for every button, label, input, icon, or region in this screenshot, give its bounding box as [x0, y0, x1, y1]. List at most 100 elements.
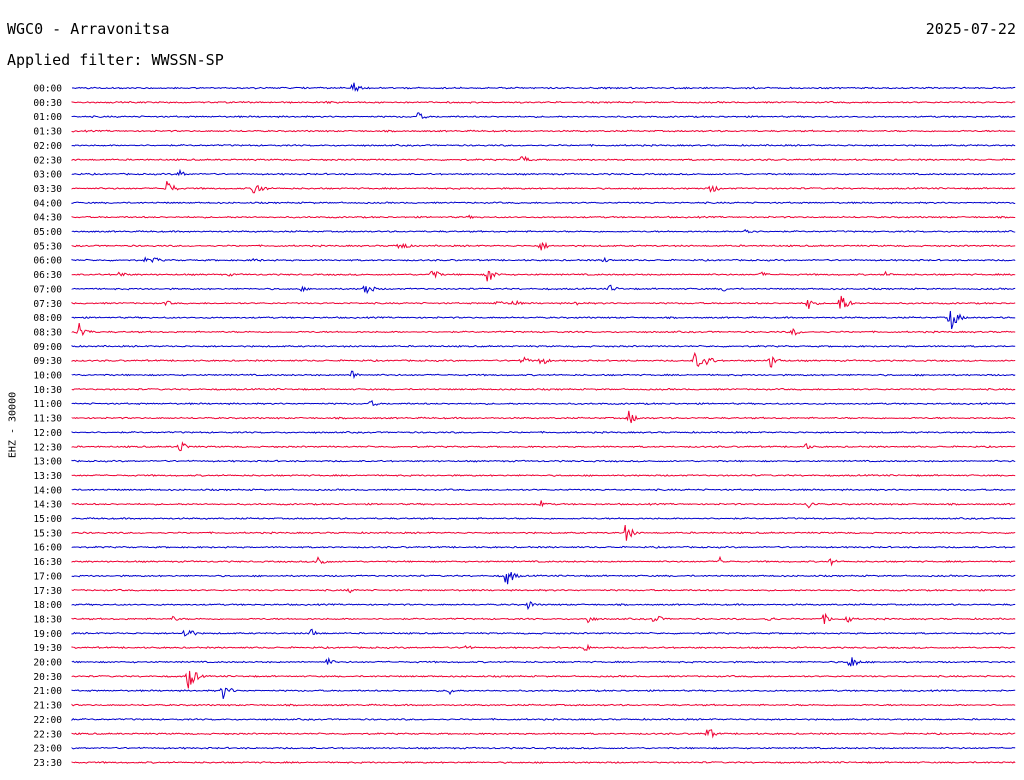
row-time-label: 23:00: [33, 744, 62, 755]
row-time-label: 07:00: [33, 284, 62, 295]
seismic-trace-0000: [71, 82, 1016, 93]
seismic-trace-1000: [71, 370, 1016, 380]
row-time-label: 23:30: [33, 758, 62, 769]
seismic-trace-2000: [71, 656, 1016, 667]
row-time-label: 12:30: [33, 442, 62, 453]
seismic-trace-1500: [71, 516, 1016, 520]
seismic-trace-0230: [71, 155, 1016, 162]
row-time-label: 05:00: [33, 227, 62, 238]
row-time-label: 16:30: [33, 557, 62, 568]
seismic-trace-0830: [71, 323, 1016, 337]
filter-label: Applied filter: WWSSN-SP: [7, 51, 224, 69]
plot-date: 2025-07-22: [925, 20, 1016, 38]
seismic-trace-0630: [71, 270, 1016, 282]
row-time-label: 06:00: [33, 256, 62, 267]
seismic-trace-1800: [71, 601, 1016, 611]
seismic-trace-1730: [71, 588, 1016, 594]
seismic-trace-1230: [71, 441, 1016, 452]
seismic-trace-0600: [71, 256, 1016, 264]
seismic-trace-0200: [71, 143, 1016, 148]
seismic-trace-2100: [71, 687, 1016, 699]
seismic-trace-2030: [71, 670, 1016, 689]
row-time-label: 20:00: [33, 658, 62, 669]
row-time-label: 02:00: [33, 141, 62, 152]
row-time-label: 13:00: [33, 457, 62, 468]
row-time-label: 15:00: [33, 514, 62, 525]
row-time-label: 20:30: [33, 672, 62, 683]
seismic-trace-1530: [71, 524, 1016, 541]
row-time-label: 00:00: [33, 84, 62, 95]
row-time-label: 14:00: [33, 485, 62, 496]
seismic-trace-0130: [71, 129, 1016, 133]
row-time-label: 09:00: [33, 342, 62, 353]
seismic-trace-1630: [71, 555, 1016, 567]
row-time-label: 01:30: [33, 127, 62, 138]
row-time-label: 06:30: [33, 270, 62, 281]
row-time-label: 03:30: [33, 184, 62, 195]
row-time-label: 04:00: [33, 198, 62, 209]
seismic-trace-0500: [71, 229, 1016, 234]
row-time-label: 09:30: [33, 356, 62, 367]
row-time-label: 03:00: [33, 170, 62, 181]
row-time-label: 02:30: [33, 155, 62, 166]
seismic-trace-0930: [71, 351, 1016, 368]
row-time-label: 22:30: [33, 729, 62, 740]
row-time-label: 08:00: [33, 313, 62, 324]
seismic-trace-1830: [71, 612, 1016, 625]
seismic-trace-1330: [71, 473, 1016, 477]
row-time-label: 15:30: [33, 528, 62, 539]
seismic-trace-1430: [71, 500, 1016, 509]
seismic-trace-1400: [71, 488, 1016, 492]
row-time-label: 14:30: [33, 500, 62, 511]
row-time-label: 17:00: [33, 571, 62, 582]
row-time-label: 12:00: [33, 428, 62, 439]
row-time-label: 16:00: [33, 543, 62, 554]
seismic-trace-0530: [71, 241, 1016, 251]
seismic-trace-0430: [71, 214, 1016, 220]
seismic-trace-0400: [71, 201, 1016, 205]
row-time-label: 18:00: [33, 600, 62, 611]
seismic-trace-1930: [71, 643, 1016, 651]
seismic-trace-0300: [71, 168, 1016, 177]
station-title: WGC0 - Arravonitsa: [7, 20, 170, 38]
row-time-label: 04:30: [33, 213, 62, 224]
row-time-label: 13:30: [33, 471, 62, 482]
seismic-trace-0100: [71, 112, 1016, 119]
row-time-label: 10:00: [33, 371, 62, 382]
seismic-trace-2230: [71, 729, 1016, 739]
row-time-label: 19:30: [33, 643, 62, 654]
seismic-trace-2130: [71, 703, 1016, 707]
row-time-label: 21:00: [33, 686, 62, 697]
row-time-label: 19:00: [33, 629, 62, 640]
row-time-label: 00:30: [33, 98, 62, 109]
seismic-trace-0330: [71, 181, 1016, 194]
row-time-label: 22:00: [33, 715, 62, 726]
seismic-trace-1100: [71, 399, 1016, 407]
seismic-trace-1300: [71, 459, 1016, 463]
row-time-label: 08:30: [33, 327, 62, 338]
seismic-trace-1030: [71, 387, 1016, 391]
seismic-trace-2330: [71, 760, 1016, 764]
row-time-label: 11:30: [33, 414, 62, 425]
row-time-label: 21:30: [33, 701, 62, 712]
row-time-label: 11:00: [33, 399, 62, 410]
row-time-label: 01:00: [33, 112, 62, 123]
seismic-trace-1200: [71, 430, 1016, 434]
seismic-trace-2300: [71, 746, 1016, 750]
seismic-trace-0800: [71, 310, 1016, 330]
row-time-label: 10:30: [33, 385, 62, 396]
seismic-trace-1130: [71, 410, 1016, 424]
seismic-trace-0700: [71, 284, 1016, 295]
row-time-label: 18:30: [33, 614, 62, 625]
row-time-label: 05:30: [33, 241, 62, 252]
seismic-trace-1700: [71, 571, 1016, 585]
seismic-trace-0030: [71, 100, 1016, 105]
seismic-trace-0900: [71, 344, 1016, 348]
seismic-trace-1900: [71, 628, 1016, 637]
seismic-trace-2200: [71, 717, 1016, 722]
seismic-trace-1600: [71, 545, 1016, 549]
seismic-trace-0730: [71, 295, 1016, 309]
row-time-label: 07:30: [33, 299, 62, 310]
row-time-label: 17:30: [33, 586, 62, 597]
